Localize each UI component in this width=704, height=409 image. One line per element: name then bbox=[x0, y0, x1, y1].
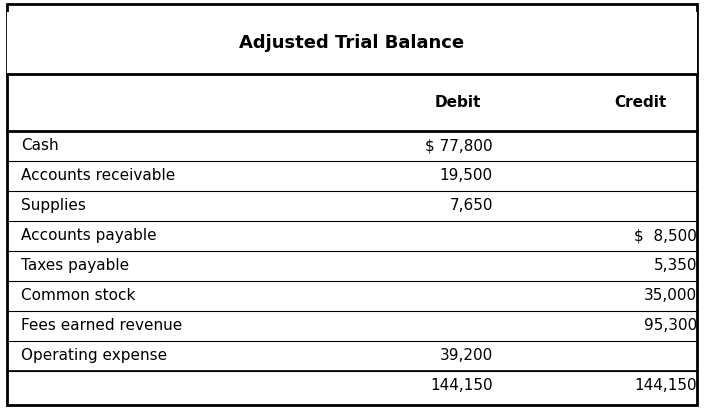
Text: $  8,500: $ 8,500 bbox=[634, 228, 697, 243]
Text: $ 77,800: $ 77,800 bbox=[425, 138, 493, 153]
Text: Accounts payable: Accounts payable bbox=[21, 228, 157, 243]
Text: Accounts receivable: Accounts receivable bbox=[21, 169, 175, 183]
Text: 95,300: 95,300 bbox=[643, 318, 697, 333]
Text: Common stock: Common stock bbox=[21, 288, 135, 303]
Text: 5,350: 5,350 bbox=[653, 258, 697, 273]
Text: 19,500: 19,500 bbox=[440, 169, 493, 183]
FancyBboxPatch shape bbox=[7, 4, 697, 405]
Text: 144,150: 144,150 bbox=[634, 378, 697, 393]
Text: Operating expense: Operating expense bbox=[21, 348, 168, 363]
FancyBboxPatch shape bbox=[7, 12, 697, 74]
Text: 35,000: 35,000 bbox=[644, 288, 697, 303]
Text: Fees earned revenue: Fees earned revenue bbox=[21, 318, 182, 333]
Text: Cash: Cash bbox=[21, 138, 58, 153]
Text: Taxes payable: Taxes payable bbox=[21, 258, 130, 273]
Text: Credit: Credit bbox=[615, 95, 667, 110]
Text: Adjusted Trial Balance: Adjusted Trial Balance bbox=[239, 34, 465, 52]
Text: 144,150: 144,150 bbox=[430, 378, 493, 393]
Text: 7,650: 7,650 bbox=[449, 198, 493, 213]
Text: Debit: Debit bbox=[434, 95, 481, 110]
Text: Supplies: Supplies bbox=[21, 198, 86, 213]
Text: 39,200: 39,200 bbox=[439, 348, 493, 363]
